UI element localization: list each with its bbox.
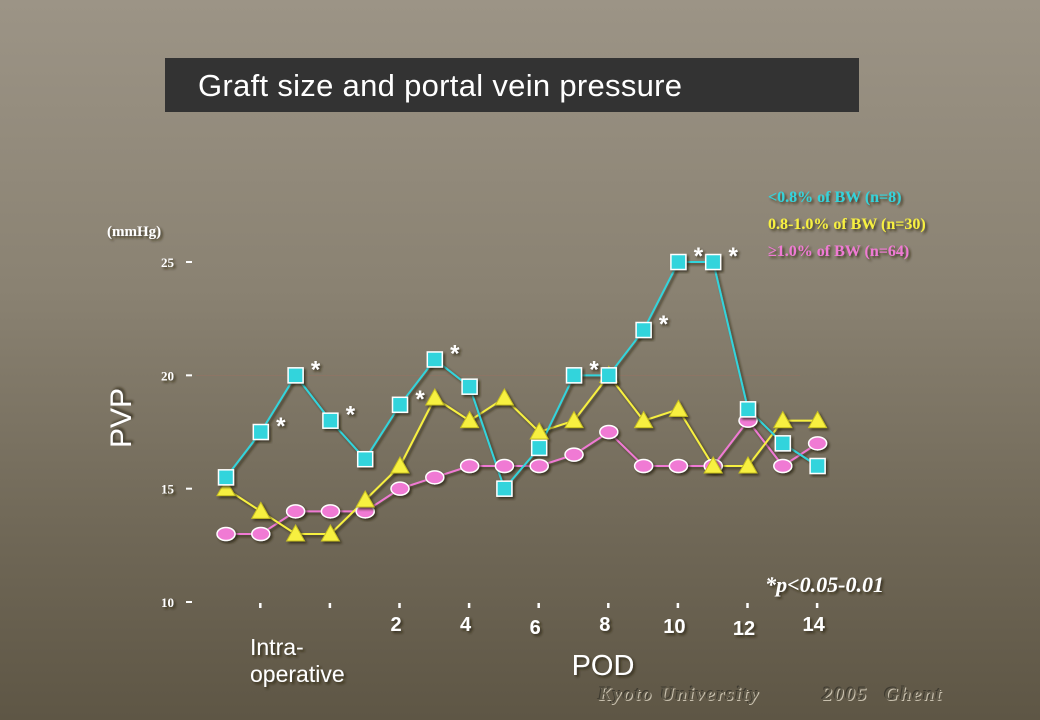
significance-asterisk: * (450, 340, 460, 367)
footer-institution: Kyoto University (598, 684, 761, 705)
significance-note: *p<0.05-0.01 (765, 572, 884, 597)
title-banner: Graft size and portal vein pressure (165, 58, 859, 112)
point-triangle (459, 410, 480, 429)
point-square (252, 423, 270, 441)
x-tick-label: 14 (802, 614, 825, 636)
point-circle (564, 447, 584, 462)
point-circle (425, 470, 445, 485)
point-square (565, 367, 583, 384)
point-circle (599, 424, 619, 440)
point-circle (251, 526, 271, 542)
footer-year: 2005 (822, 684, 869, 705)
significance-asterisk: * (311, 356, 321, 383)
point-triangle (703, 455, 724, 474)
significance-asterisk: * (694, 243, 704, 270)
y-axis-title: PVP (105, 388, 138, 448)
point-circle (285, 504, 306, 519)
x-axis-title: POD (572, 650, 635, 682)
point-triangle (494, 387, 515, 406)
point-square (461, 378, 478, 395)
y-tick-label: 20 (161, 368, 174, 383)
point-circle (320, 504, 341, 519)
point-square (217, 469, 235, 486)
point-circle (773, 458, 793, 474)
point-triangle (564, 410, 584, 429)
legend-entry: ≥1.0% of BW (n=64) (768, 243, 909, 260)
point-triangle (807, 410, 828, 429)
point-circle (494, 458, 515, 474)
point-triangle (390, 455, 410, 474)
point-square (426, 351, 444, 368)
point-triangle (285, 523, 306, 542)
legend-entry: 0.8-1.0% of BW (n=30) (768, 216, 926, 233)
significance-asterisk: * (659, 311, 669, 338)
point-square (600, 367, 618, 384)
point-square (496, 480, 513, 497)
point-triangle (529, 421, 550, 440)
point-triangle (633, 410, 654, 429)
point-square (530, 439, 548, 457)
x-tick-label: 2 (390, 614, 401, 636)
point-triangle (738, 455, 758, 474)
point-circle (529, 458, 549, 474)
series-line-circle (226, 419, 819, 535)
point-circle (633, 458, 654, 474)
x-tick-label: 8 (599, 614, 610, 636)
point-square (391, 396, 409, 414)
point-square (774, 435, 792, 452)
point-circle (216, 526, 236, 542)
x-tick-label: 4 (460, 614, 472, 636)
significance-asterisk: * (729, 243, 739, 270)
footer: Kyoto University 2005 Ghent (598, 684, 943, 706)
y-tick-label: 15 (161, 482, 175, 497)
point-square (635, 321, 652, 339)
point-square (287, 367, 304, 384)
point-triangle (668, 399, 689, 417)
point-circle (807, 436, 828, 451)
point-triangle (320, 523, 341, 542)
x-label-intraoperative: Intra- (250, 634, 304, 660)
significance-asterisk: * (276, 413, 286, 440)
x-tick-label: 10 (663, 616, 685, 638)
point-square (739, 401, 757, 418)
point-circle (390, 481, 410, 496)
x-tick-label: 6 (530, 617, 541, 639)
y-tick-label: 10 (161, 595, 174, 610)
point-square (322, 412, 339, 429)
point-square (670, 253, 687, 271)
point-circle (459, 458, 480, 474)
point-square (356, 450, 374, 468)
point-triangle (772, 410, 793, 429)
point-circle (668, 458, 689, 474)
x-tick-label: 12 (733, 618, 755, 640)
point-triangle (216, 478, 236, 497)
point-triangle (424, 387, 445, 406)
y-unit-label: (mmHg) (107, 224, 161, 240)
significance-asterisk: * (589, 356, 599, 383)
point-square (704, 253, 722, 271)
point-triangle (250, 501, 271, 519)
point-square (809, 457, 826, 475)
x-label-intraoperative: operative (250, 661, 345, 687)
y-tick-label: 25 (161, 255, 175, 270)
legend-entry: <0.8% of BW (n=8) (768, 189, 902, 206)
point-triangle (355, 489, 376, 508)
chart-title: Graft size and portal vein pressure (198, 68, 683, 103)
significance-asterisk: * (415, 386, 425, 413)
footer-city: Ghent (884, 684, 943, 705)
significance-asterisk: * (346, 402, 356, 429)
